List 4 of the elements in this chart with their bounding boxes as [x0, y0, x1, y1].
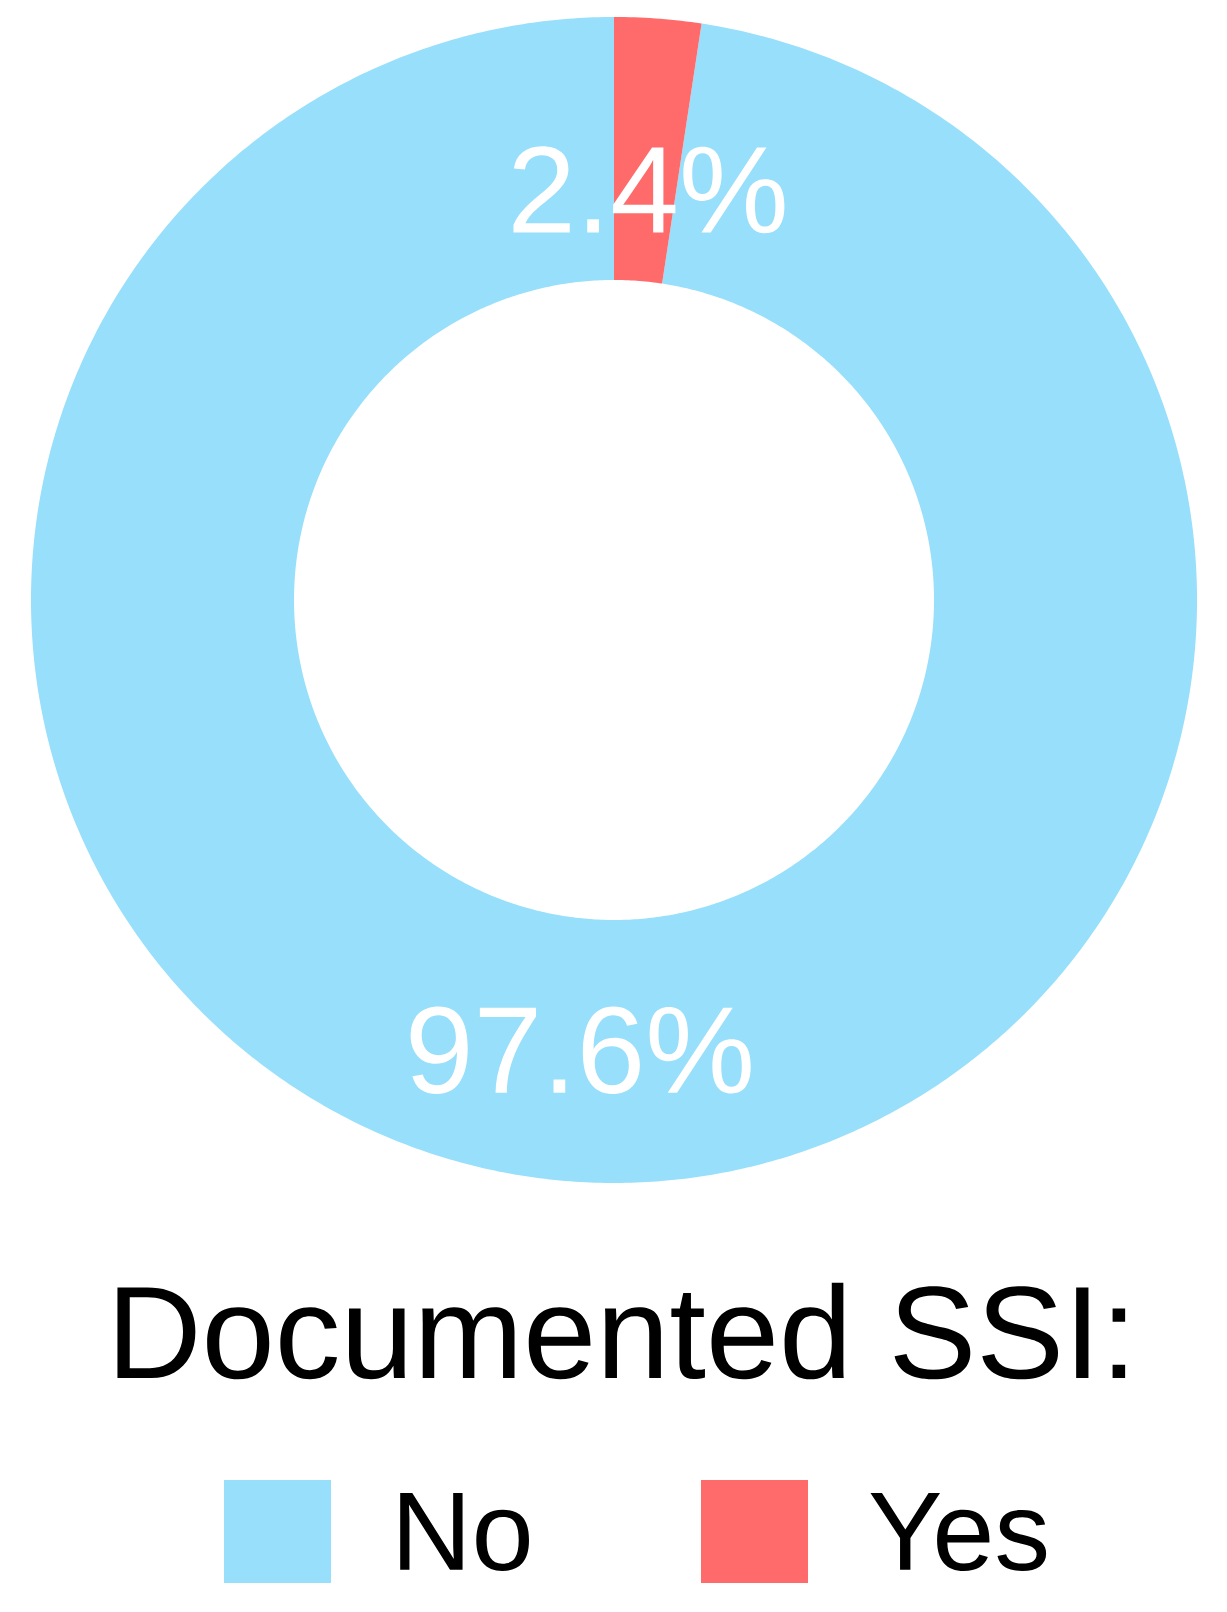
legend-title: Documented SSI:	[117, 1282, 1126, 1380]
data-label: 97.6%	[410, 1006, 751, 1094]
legend-label: No	[400, 1493, 529, 1571]
legend-label: Yes	[870, 1493, 1047, 1571]
